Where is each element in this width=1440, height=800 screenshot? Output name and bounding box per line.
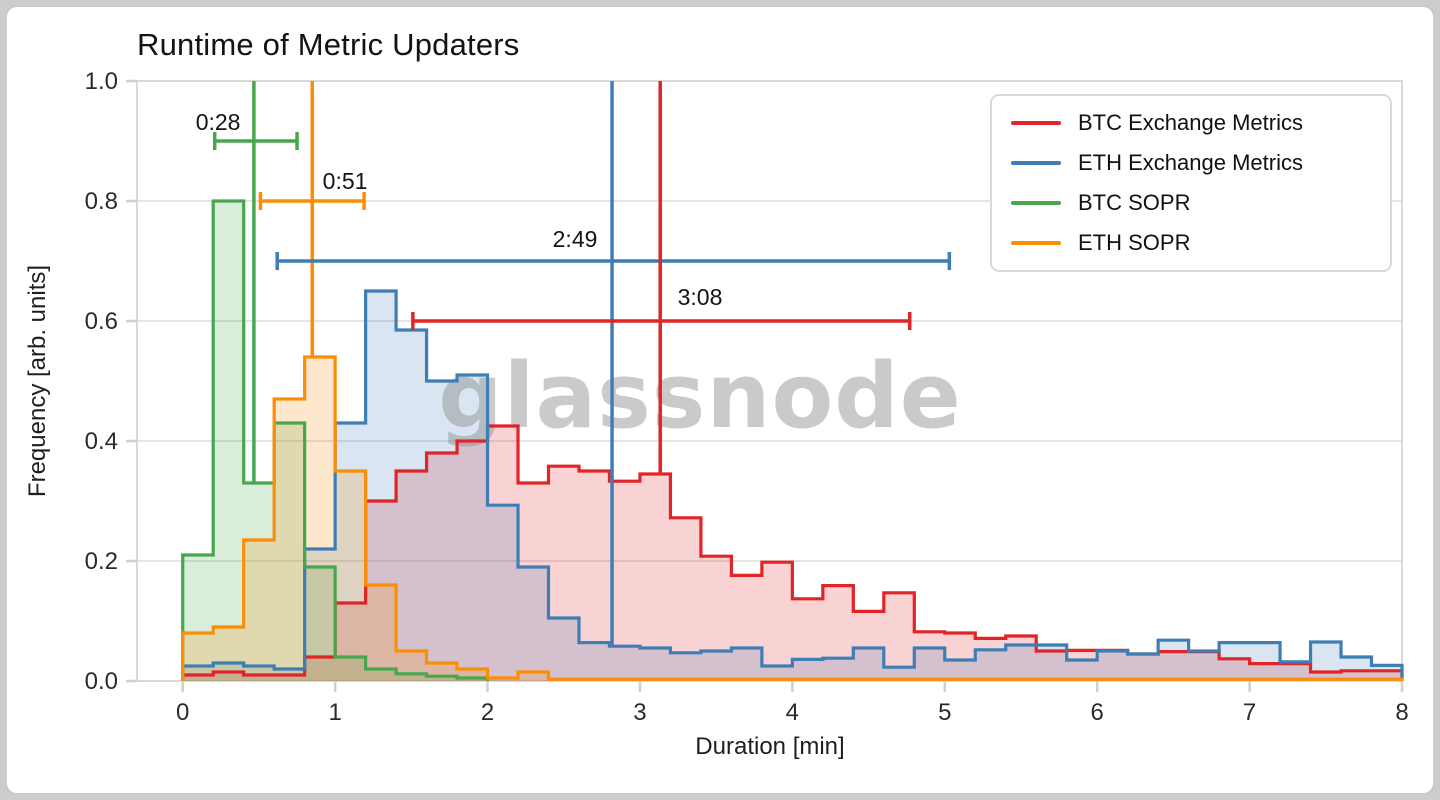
x-tick-label: 3	[633, 699, 646, 726]
legend-line-swatch	[1011, 241, 1061, 245]
plot-frame	[136, 80, 1403, 682]
histogram-outline	[181, 424, 1404, 681]
legend-line-swatch	[1011, 201, 1061, 205]
histogram-fill	[182, 201, 488, 681]
y-axis-label: Frequency [arb. units]	[24, 264, 51, 498]
y-tick-label: 0.0	[85, 668, 118, 695]
histogram-outline	[181, 289, 1404, 681]
x-axis-label: Duration [min]	[695, 733, 845, 760]
y-tick-label: 0.2	[85, 548, 118, 575]
watermark-text: glassnode	[438, 344, 962, 449]
legend-item: ETH SOPR	[992, 223, 1390, 263]
x-tick-label: 2	[481, 699, 494, 726]
legend-item: BTC Exchange Metrics	[992, 103, 1390, 143]
x-tick-label: 8	[1395, 699, 1408, 726]
legend: BTC Exchange Metrics ETH Exchange Metrics…	[990, 94, 1392, 272]
legend-label: ETH SOPR	[1078, 230, 1191, 255]
y-tick-label: 1.0	[85, 68, 118, 95]
x-tick-label: 6	[1091, 699, 1104, 726]
legend-label: BTC SOPR	[1078, 190, 1191, 215]
x-tick-label: 1	[328, 699, 341, 726]
chart-title: Runtime of Metric Updaters	[137, 27, 520, 62]
x-tick-label: 0	[176, 699, 189, 726]
legend-item: BTC SOPR	[992, 183, 1390, 223]
duration-annotation: 0:28	[196, 109, 241, 135]
duration-annotation: 0:51	[323, 168, 368, 194]
legend-label: BTC Exchange Metrics	[1078, 110, 1303, 135]
legend-line-swatch	[1011, 121, 1061, 125]
y-tick-label: 0.4	[85, 428, 118, 455]
duration-annotation: 2:49	[553, 226, 598, 252]
x-tick-label: 5	[938, 699, 951, 726]
legend-line-swatch	[1011, 161, 1061, 165]
legend-item: ETH Exchange Metrics	[992, 143, 1390, 183]
duration-annotation: 3:08	[678, 284, 723, 310]
y-tick-label: 0.6	[85, 308, 118, 335]
x-tick-label: 4	[786, 699, 799, 726]
histogram-outline	[181, 199, 490, 681]
x-tick-label: 7	[1243, 699, 1256, 726]
legend-label: ETH Exchange Metrics	[1078, 150, 1303, 175]
histogram-outline	[181, 355, 1404, 681]
y-tick-label: 0.8	[85, 188, 118, 215]
